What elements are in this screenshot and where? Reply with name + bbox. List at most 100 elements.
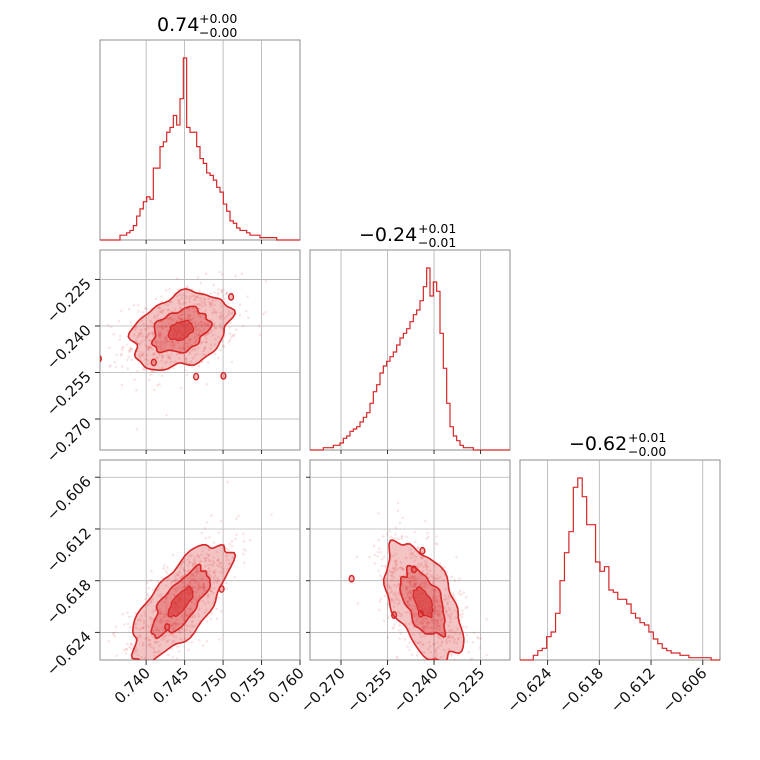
scatter-point (149, 324, 153, 328)
scatter-point (391, 599, 394, 602)
scatter-point (217, 596, 220, 600)
scatter-point (171, 553, 175, 557)
scatter-point (394, 597, 398, 601)
scatter-point (126, 367, 129, 370)
scatter-point (205, 520, 209, 524)
scatter-point (212, 310, 216, 314)
scatter-point (178, 586, 181, 589)
scatter-point (170, 625, 174, 628)
scatter-point (201, 644, 205, 647)
scatter-point (184, 357, 188, 361)
scatter-point (420, 562, 423, 565)
y-tick-label-1-2: −0.240 (43, 321, 95, 373)
scatter-point (410, 589, 414, 592)
scatter-point (137, 333, 141, 337)
scatter-point (416, 546, 419, 549)
scatter-point (177, 650, 181, 653)
scatter-point (201, 549, 205, 553)
scatter-point (458, 589, 462, 593)
scatter-point (429, 617, 433, 620)
scatter-point (209, 589, 213, 593)
scatter-point (185, 623, 188, 627)
scatter-point (161, 326, 164, 330)
scatter-point (434, 649, 438, 652)
scatter-point (386, 532, 389, 536)
scatter-point (232, 333, 236, 337)
scatter-point (178, 631, 181, 634)
scatter-point (164, 336, 168, 340)
scatter-point (136, 303, 140, 307)
scatter-point (188, 352, 192, 355)
scatter-point (420, 621, 423, 625)
scatter-point (445, 611, 449, 614)
scatter-point (417, 659, 420, 660)
scatter-point (171, 341, 175, 344)
scatter-point (189, 338, 192, 341)
scatter-point (196, 554, 199, 557)
scatter-point (136, 619, 140, 622)
scatter-point (200, 324, 204, 328)
scatter-point (176, 579, 179, 582)
scatter-point (189, 579, 192, 583)
scatter-point (200, 301, 204, 304)
y-tick-label-2-3: −0.606 (43, 472, 95, 524)
scatter-point (431, 575, 434, 579)
scatter-point (164, 609, 167, 613)
scatter-point (193, 320, 197, 324)
scatter-point (400, 613, 404, 616)
scatter-point (152, 636, 156, 639)
y-tick-label-1-1: −0.255 (43, 368, 95, 420)
scatter-point (187, 564, 190, 567)
scatter-point (193, 322, 197, 326)
scatter-point (192, 597, 196, 601)
scatter-point (199, 315, 203, 319)
scatter-point (454, 631, 458, 635)
scatter-point (157, 325, 160, 329)
scatter-point (179, 318, 183, 322)
title-param-2: −0.62 +0.01 −0.00 (569, 430, 666, 459)
scatter-point (159, 612, 162, 615)
scatter-point (226, 567, 229, 571)
scatter-point (235, 533, 238, 537)
scatter-point (183, 569, 186, 572)
scatter-point (143, 658, 147, 660)
scatter-point (408, 582, 412, 585)
scatter-point (452, 640, 456, 644)
scatter-point (436, 624, 439, 628)
scatter-point (406, 600, 410, 604)
scatter-point (193, 615, 197, 618)
scatter-point (373, 562, 377, 565)
scatter-point (171, 655, 175, 659)
scatter-point (173, 622, 176, 626)
scatter-point (144, 357, 148, 361)
scatter-point (180, 317, 183, 321)
scatter-point (170, 345, 174, 349)
scatter-point (151, 617, 155, 621)
scatter-point (213, 352, 217, 356)
scatter-point (437, 635, 440, 639)
scatter-point (216, 293, 220, 296)
scatter-point (168, 317, 172, 320)
scatter-point (465, 640, 469, 644)
scatter-point (219, 311, 222, 315)
scatter-point (406, 601, 410, 605)
scatter-point (403, 637, 407, 641)
scatter-point (197, 554, 200, 558)
scatter-point (197, 303, 201, 306)
scatter-point (427, 626, 430, 630)
scatter-point (394, 526, 398, 530)
scatter-point (176, 645, 179, 649)
scatter-point (193, 331, 196, 335)
scatter-point (195, 570, 198, 574)
scatter-point (203, 323, 207, 326)
scatter-point (149, 601, 152, 604)
scatter-point (171, 624, 175, 627)
scatter-point (138, 353, 141, 357)
scatter-point (407, 590, 411, 593)
scatter-point (461, 612, 464, 616)
scatter-point (156, 588, 160, 592)
scatter-point (168, 287, 171, 291)
scatter-point (219, 317, 222, 321)
scatter-point (145, 324, 149, 327)
scatter-point (213, 571, 216, 575)
